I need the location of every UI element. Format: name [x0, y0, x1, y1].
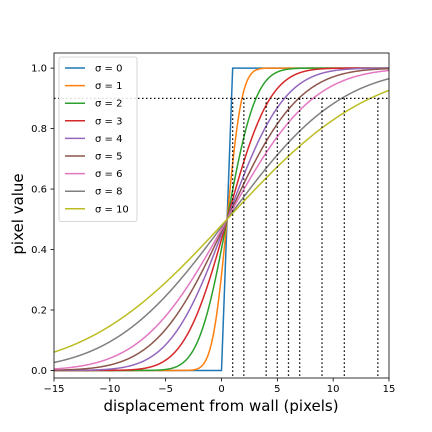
legend-label-3: σ = 3 [95, 116, 122, 127]
legend-box [58, 56, 138, 222]
y-tick-label: 0.0 [31, 366, 47, 377]
x-tick-label: 5 [274, 384, 280, 395]
series-line-6 [53, 69, 390, 370]
legend-label-2: σ = 2 [95, 99, 122, 110]
x-axis-label: displacement from wall (pixels) [103, 397, 338, 415]
series-line-4 [53, 67, 389, 372]
legend-label-8: σ = 10 [95, 204, 129, 215]
y-tick-label: 1.0 [31, 64, 47, 75]
x-tick-label: −10 [99, 384, 120, 395]
legend-label-6: σ = 6 [95, 169, 122, 180]
y-tick-label: 0.4 [31, 245, 47, 256]
legend: σ = 0 σ = 1 σ = 2 σ = 3 σ = 4 σ = 5 σ = 6 σ = 8… [58, 56, 138, 222]
x-tick-label: 15 [383, 384, 396, 395]
x-tick-label: 0 [218, 384, 224, 395]
legend-label-1: σ = 1 [95, 81, 122, 92]
legend-label-5: σ = 5 [95, 152, 122, 163]
axes: −15 −10 −5 0 5 10 15 0.0 0.2 0.4 0.6 0.8 1.0 [31, 52, 396, 395]
legend-label-7: σ = 8 [95, 187, 122, 198]
x-tick-label: −15 [43, 384, 64, 395]
y-tick-label: 0.6 [31, 185, 47, 196]
series-line-5 [53, 67, 390, 371]
guide-lines [54, 97, 389, 378]
legend-label-4: σ = 4 [95, 134, 122, 145]
series-line-8 [53, 89, 390, 353]
series-line-3 [54, 67, 389, 372]
x-tick-label: −5 [158, 384, 173, 395]
y-tick-label: 0.8 [31, 124, 47, 135]
y-axis-label: pixel value [9, 173, 27, 254]
series-line-7 [53, 77, 390, 364]
x-tick-label: 10 [327, 384, 340, 395]
y-tick-label: 0.2 [31, 305, 47, 316]
data-series-lines [53, 67, 390, 372]
legend-label-0: σ = 0 [95, 64, 122, 75]
